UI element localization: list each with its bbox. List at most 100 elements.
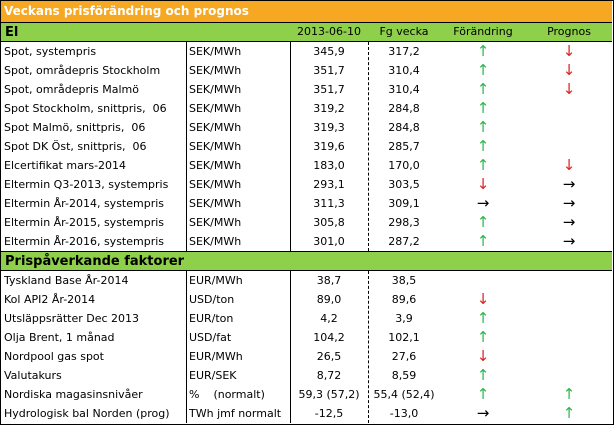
section-header: Prispåverkande faktorer	[1, 251, 612, 271]
row-previous: 8,59	[391, 369, 417, 382]
forecast-arrow: ↓	[562, 156, 576, 174]
row-unit: EUR/MWh	[189, 274, 243, 287]
change-arrow: ↑	[476, 80, 490, 98]
row-previous: 102,1	[388, 331, 420, 344]
forecast-arrow: ↓	[562, 42, 576, 60]
row-label: Spot Malmö, snittpris, 06	[4, 121, 146, 134]
title-bar: Veckans prisförändring och prognos	[1, 1, 612, 22]
row-unit: TWh jmf normalt	[189, 407, 282, 420]
row-unit: USD/fat	[189, 331, 232, 344]
change-arrow: ↑	[476, 309, 490, 327]
row-previous: -13,0	[389, 407, 419, 420]
row-previous: 284,8	[388, 102, 420, 115]
row-previous: 38,5	[391, 274, 417, 287]
row-value: 351,7	[313, 83, 345, 96]
change-arrow: ↓	[476, 175, 490, 193]
row-previous: 309,1	[388, 197, 420, 210]
row-label: Eltermin År-2016, systempris	[4, 235, 165, 248]
row-label: Spot DK Öst, snittpris, 06	[4, 140, 147, 153]
row-label: Tyskland Base År-2014	[4, 274, 129, 287]
change-arrow: ↑	[476, 232, 490, 250]
change-arrow: ↑	[476, 61, 490, 79]
row-previous: 285,7	[388, 140, 420, 153]
row-label: Eltermin Q3-2013, systempris	[4, 178, 169, 191]
row-value: 8,72	[316, 369, 342, 382]
change-arrow: ↑	[476, 156, 490, 174]
row-label: Valutakurs	[4, 369, 62, 382]
forecast-arrow: ↑	[562, 385, 576, 403]
row-previous: 27,6	[391, 350, 417, 363]
change-arrow: ↑	[476, 328, 490, 346]
row-unit: SEK/MWh	[189, 83, 242, 96]
change-arrow: ↑	[476, 42, 490, 60]
row-label: Olja Brent, 1 månad	[4, 331, 115, 344]
forecast-arrow: →	[562, 213, 576, 231]
change-arrow: ↑	[476, 118, 490, 136]
row-unit: SEK/MWh	[189, 159, 242, 172]
row-previous: 3,9	[395, 312, 413, 325]
row-label: Nordpool gas spot	[4, 350, 104, 363]
column-line	[368, 271, 369, 423]
forecast-arrow: →	[562, 175, 576, 193]
row-unit: SEK/MWh	[189, 121, 242, 134]
column-line	[368, 42, 369, 251]
row-value: 89,0	[316, 293, 342, 306]
row-label: Eltermin År-2014, systempris	[4, 197, 165, 210]
row-unit: % (normalt)	[189, 388, 265, 401]
row-unit: SEK/MWh	[189, 45, 242, 58]
change-arrow: ↑	[476, 213, 490, 231]
column-line	[186, 271, 187, 423]
column-header: Fg vecka	[379, 25, 429, 38]
row-value: 319,3	[313, 121, 345, 134]
row-unit: USD/ton	[189, 293, 235, 306]
row-unit: EUR/SEK	[189, 369, 237, 382]
section-header: El	[1, 22, 612, 42]
row-unit: SEK/MWh	[189, 216, 242, 229]
row-unit: EUR/ton	[189, 312, 234, 325]
row-value: 345,9	[313, 45, 345, 58]
column-header: Prognos	[547, 25, 591, 38]
change-arrow: ↑	[476, 385, 490, 403]
row-previous: 170,0	[388, 159, 420, 172]
row-value: -12,5	[314, 407, 344, 420]
row-value: 311,3	[313, 197, 345, 210]
row-label: Hydrologisk bal Norden (prog)	[4, 407, 170, 420]
row-label: Spot, områdepris Malmö	[4, 83, 139, 96]
row-previous: 298,3	[388, 216, 420, 229]
row-previous: 284,8	[388, 121, 420, 134]
row-unit: SEK/MWh	[189, 64, 242, 77]
row-unit: SEK/MWh	[189, 102, 242, 115]
change-arrow: ↑	[476, 137, 490, 155]
column-line	[290, 271, 291, 423]
row-value: 293,1	[313, 178, 345, 191]
row-unit: SEK/MWh	[189, 235, 242, 248]
change-arrow: ↑	[476, 99, 490, 117]
row-label: Elcertifikat mars-2014	[4, 159, 127, 172]
row-value: 301,0	[313, 235, 345, 248]
column-header: 2013-06-10	[297, 25, 361, 38]
row-value: 319,6	[313, 140, 345, 153]
row-previous: 310,4	[388, 64, 420, 77]
row-value: 305,8	[313, 216, 345, 229]
column-header: Förändring	[453, 25, 513, 38]
change-arrow: ↓	[476, 347, 490, 365]
row-label: Eltermin År-2015, systempris	[4, 216, 165, 229]
row-value: 319,2	[313, 102, 345, 115]
change-arrow: ↑	[476, 366, 490, 384]
row-value: 351,7	[313, 64, 345, 77]
row-label: Spot, systempris	[4, 45, 97, 58]
row-previous: 303,5	[388, 178, 420, 191]
row-unit: SEK/MWh	[189, 197, 242, 210]
change-arrow: →	[476, 404, 490, 422]
row-previous: 310,4	[388, 83, 420, 96]
row-label: Spot Stockholm, snittpris, 06	[4, 102, 167, 115]
row-value: 4,2	[320, 312, 338, 325]
forecast-arrow: ↑	[562, 404, 576, 422]
row-label: Utsläppsrätter Dec 2013	[4, 312, 140, 325]
row-previous: 317,2	[388, 45, 420, 58]
forecast-arrow: →	[562, 194, 576, 212]
row-unit: SEK/MWh	[189, 140, 242, 153]
forecast-arrow: ↓	[562, 80, 576, 98]
